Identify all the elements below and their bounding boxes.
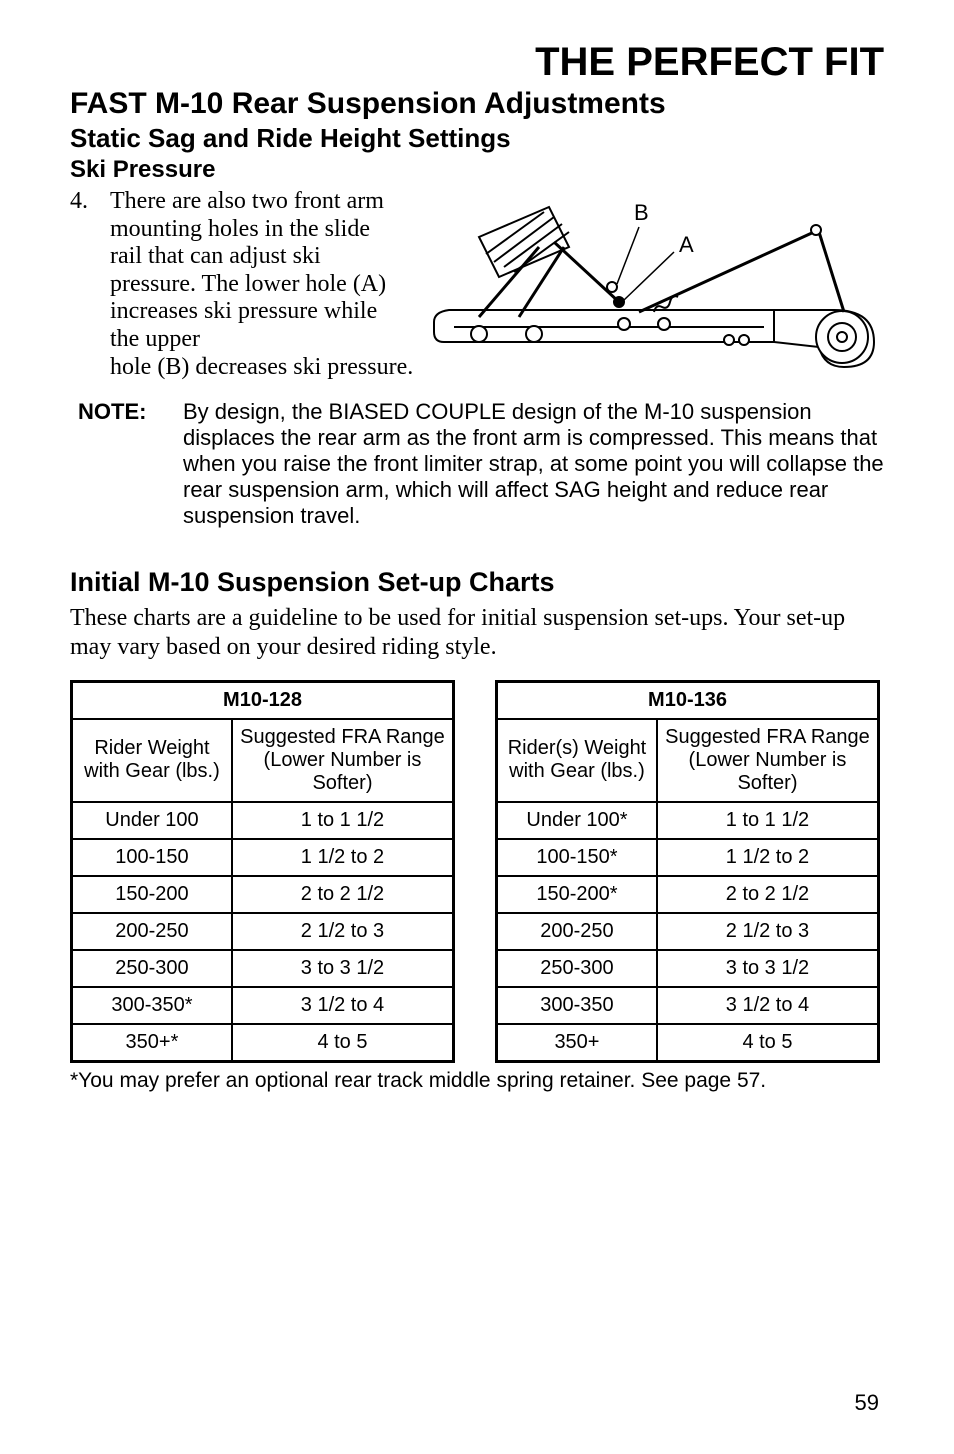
note-body: By design, the BIASED COUPLE design of t… (183, 399, 884, 529)
table-head-a: Rider(s) Weight with Gear (lbs.) (497, 719, 657, 802)
table-row: Under 1001 to 1 1/2 (72, 802, 454, 839)
list-item-text-narrow: There are also two front arm mounting ho… (110, 188, 405, 354)
diagram-label-b: B (634, 200, 649, 225)
table-row: 250-3003 to 3 1/2 (72, 950, 454, 987)
table-title: M10-128 (72, 681, 454, 719)
table-head-a: Rider Weight with Gear (lbs.) (72, 719, 232, 802)
table-row: 350+4 to 5 (497, 1024, 879, 1062)
table-row: 200-2502 1/2 to 3 (72, 913, 454, 950)
diagram-label-a: A (679, 232, 694, 257)
table-row: 150-2002 to 2 1/2 (72, 876, 454, 913)
table-head-b: Suggested FRA Range (Lower Number is Sof… (657, 719, 879, 802)
table-m10-128: M10-128 Rider Weight with Gear (lbs.) Su… (70, 680, 455, 1063)
table-row: 250-3003 to 3 1/2 (497, 950, 879, 987)
footnote: *You may prefer an optional rear track m… (70, 1069, 884, 1093)
table-row: 350+*4 to 5 (72, 1024, 454, 1062)
table-row: Under 100*1 to 1 1/2 (497, 802, 879, 839)
table-row: 200-2502 1/2 to 3 (497, 913, 879, 950)
page-title-sub3: Ski Pressure (70, 156, 884, 184)
page-title-sub2: Static Sag and Ride Height Settings (70, 123, 884, 154)
section-intro: These charts are a guideline to be used … (70, 604, 884, 662)
table-row: 300-350*3 1/2 to 4 (72, 987, 454, 1024)
page-number: 59 (855, 1390, 879, 1416)
table-row: 100-150*1 1/2 to 2 (497, 839, 879, 876)
table-title: M10-136 (497, 681, 879, 719)
suspension-diagram: B A (424, 192, 884, 377)
table-head-b: Suggested FRA Range (Lower Number is Sof… (232, 719, 454, 802)
table-row: 150-200*2 to 2 1/2 (497, 876, 879, 913)
table-row: 300-3503 1/2 to 4 (497, 987, 879, 1024)
page-title-sub1: FAST M-10 Rear Suspension Adjustments (70, 87, 884, 121)
list-item-number: 4. (70, 188, 110, 215)
section-heading-charts: Initial M-10 Suspension Set-up Charts (70, 567, 884, 598)
page-title-main: THE PERFECT FIT (70, 40, 884, 85)
table-row: 100-1501 1/2 to 2 (72, 839, 454, 876)
table-m10-136: M10-136 Rider(s) Weight with Gear (lbs.)… (495, 680, 880, 1063)
note-label: NOTE: (78, 399, 183, 425)
